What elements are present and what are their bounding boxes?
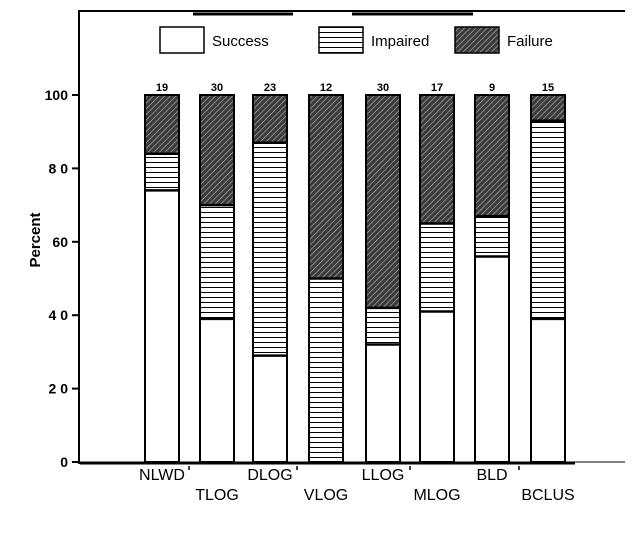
- bar-success-bld: [474, 255, 510, 463]
- bar-failure-bclus: [530, 94, 566, 122]
- bar-failure-nlwd: [144, 94, 180, 155]
- bar-impaired-mlog: [419, 222, 455, 313]
- legend-swatch-impaired: [318, 26, 364, 54]
- bar-failure-dlog: [252, 94, 288, 144]
- bar-impaired-tlog: [199, 204, 235, 320]
- x-category-label: VLOG: [304, 487, 348, 504]
- axes-layer: 0 2 0 4 0 60 8 0 100 Percent NLWD TLOG DLOG VLOG LL…: [27, 10, 625, 504]
- x-category-label: TLOG: [195, 487, 239, 504]
- legend: Success Impaired Failure: [159, 26, 553, 54]
- y-axis-title: Percent: [27, 212, 44, 267]
- bar-impaired-dlog: [252, 141, 288, 357]
- legend-label-failure: Failure: [507, 33, 553, 50]
- bar-success-tlog: [199, 318, 235, 463]
- y-tick-label: 0: [60, 454, 68, 470]
- legend-swatch-success: [159, 26, 205, 54]
- y-tick-label: 60: [52, 234, 68, 250]
- bar-failure-mlog: [419, 94, 455, 225]
- bar-success-dlog: [252, 354, 288, 463]
- x-category-label: BLD: [476, 467, 507, 484]
- sample-size-label: 23: [264, 82, 276, 94]
- sample-size-label: 9: [489, 82, 495, 94]
- y-tick-label: 2 0: [49, 381, 69, 397]
- x-category-label: MLOG: [413, 487, 460, 504]
- legend-label-impaired: Impaired: [371, 33, 429, 50]
- bar-impaired-bld: [474, 215, 510, 258]
- bar-failure-tlog: [199, 94, 235, 206]
- bar-success-nlwd: [144, 189, 180, 463]
- bar-impaired-nlwd: [144, 152, 180, 192]
- x-category-label: DLOG: [247, 467, 292, 484]
- sample-size-label: 30: [377, 82, 389, 94]
- x-category-label: LLOG: [362, 467, 405, 484]
- y-tick-label: 8 0: [49, 160, 69, 176]
- bar-impaired-bclus: [530, 119, 566, 320]
- legend-label-success: Success: [212, 33, 269, 50]
- sample-size-label: 19: [156, 82, 168, 94]
- bar-failure-llog: [365, 94, 401, 309]
- bar-success-bclus: [530, 318, 566, 463]
- x-category-label: NLWD: [139, 467, 185, 484]
- sample-size-label: 17: [431, 82, 443, 94]
- bar-failure-vlog: [308, 94, 344, 280]
- sample-size-label: 30: [211, 82, 223, 94]
- sample-size-label: 12: [320, 82, 332, 94]
- bar-success-llog: [365, 343, 401, 463]
- bars-layer: 19 30 23 12 30 17 9 15: [144, 82, 566, 463]
- y-tick-label: 4 0: [49, 307, 69, 323]
- bar-impaired-vlog: [308, 277, 344, 463]
- y-tick-label: 100: [45, 87, 69, 103]
- x-category-label: BCLUS: [521, 487, 574, 504]
- bar-success-mlog: [419, 310, 455, 463]
- legend-swatch-failure: [454, 26, 500, 54]
- bar-impaired-llog: [365, 307, 401, 346]
- sample-size-label: 15: [542, 82, 554, 94]
- bar-failure-bld: [474, 94, 510, 217]
